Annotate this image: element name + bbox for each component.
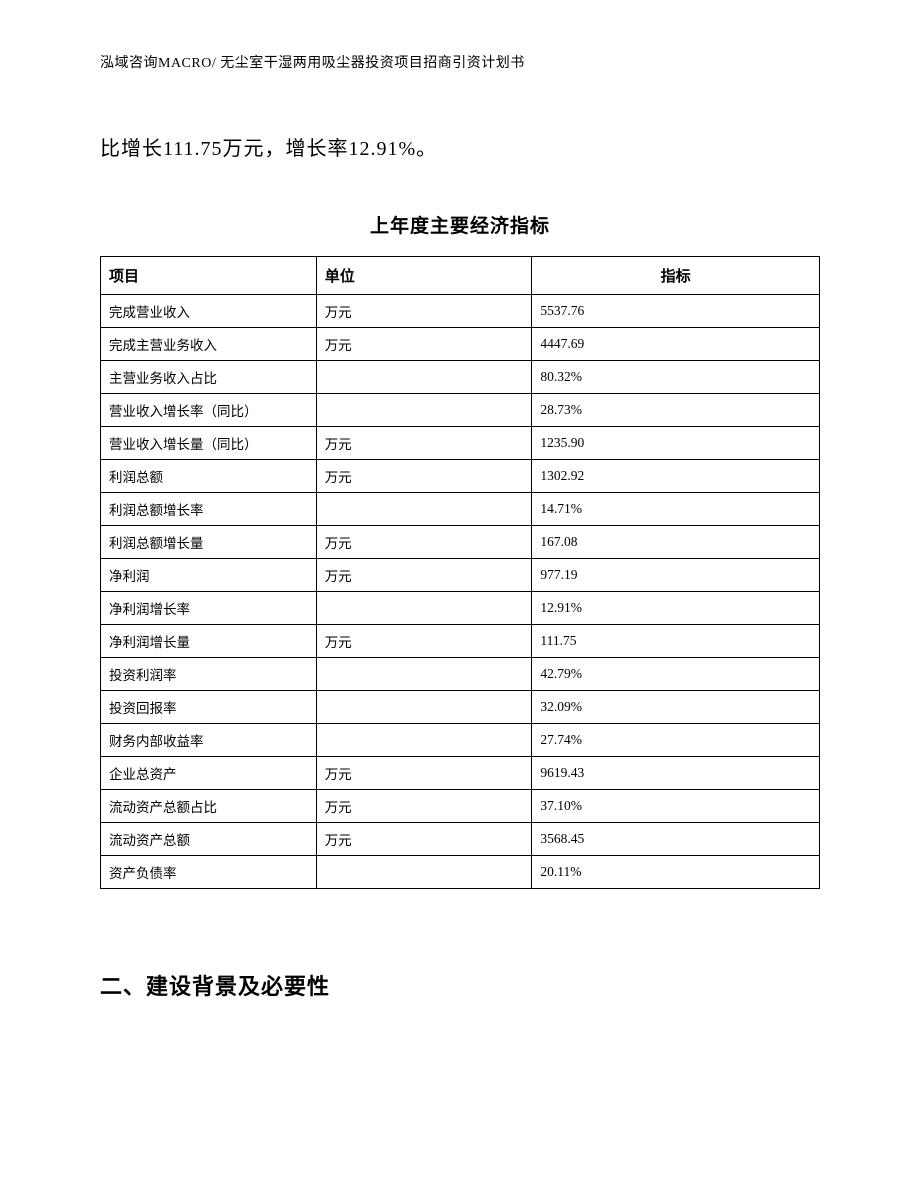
table-cell: 27.74% xyxy=(532,724,820,757)
table-row: 投资回报率 32.09% xyxy=(101,691,820,724)
table-cell: 万元 xyxy=(316,328,532,361)
table-cell xyxy=(316,361,532,394)
table-cell: 万元 xyxy=(316,790,532,823)
table-cell: 9619.43 xyxy=(532,757,820,790)
economic-indicators-table: 项目 单位 指标 完成营业收入万元5537.76完成主营业务收入万元4447.6… xyxy=(100,256,820,889)
table-row: 财务内部收益率 27.74% xyxy=(101,724,820,757)
table-row: 营业收入增长率（同比） 28.73% xyxy=(101,394,820,427)
table-cell: 1302.92 xyxy=(532,460,820,493)
table-cell: 1235.90 xyxy=(532,427,820,460)
table-row: 流动资产总额万元3568.45 xyxy=(101,823,820,856)
table-cell: 万元 xyxy=(316,427,532,460)
table-cell: 4447.69 xyxy=(532,328,820,361)
table-cell: 资产负债率 xyxy=(101,856,317,889)
table-cell: 万元 xyxy=(316,559,532,592)
table-cell: 利润总额增长率 xyxy=(101,493,317,526)
table-cell: 流动资产总额 xyxy=(101,823,317,856)
intro-paragraph: 比增长111.75万元，增长率12.91%。 xyxy=(100,132,820,161)
table-cell: 万元 xyxy=(316,460,532,493)
table-cell: 主营业务收入占比 xyxy=(101,361,317,394)
table-row: 利润总额增长量万元167.08 xyxy=(101,526,820,559)
table-cell: 企业总资产 xyxy=(101,757,317,790)
table-cell: 流动资产总额占比 xyxy=(101,790,317,823)
table-cell: 万元 xyxy=(316,625,532,658)
table-cell: 财务内部收益率 xyxy=(101,724,317,757)
column-header-indicator: 指标 xyxy=(532,257,820,295)
table-cell xyxy=(316,724,532,757)
table-row: 流动资产总额占比万元37.10% xyxy=(101,790,820,823)
table-cell xyxy=(316,691,532,724)
table-row: 营业收入增长量（同比）万元1235.90 xyxy=(101,427,820,460)
table-row: 利润总额增长率 14.71% xyxy=(101,493,820,526)
table-cell: 167.08 xyxy=(532,526,820,559)
table-row: 净利润增长率 12.91% xyxy=(101,592,820,625)
table-cell: 12.91% xyxy=(532,592,820,625)
table-cell: 万元 xyxy=(316,526,532,559)
table-cell xyxy=(316,592,532,625)
table-row: 净利润万元977.19 xyxy=(101,559,820,592)
table-cell: 营业收入增长率（同比） xyxy=(101,394,317,427)
document-header: 泓域咨询MACRO/ 无尘室干湿两用吸尘器投资项目招商引资计划书 xyxy=(100,52,820,72)
table-row: 投资利润率 42.79% xyxy=(101,658,820,691)
table-body: 完成营业收入万元5537.76完成主营业务收入万元4447.69主营业务收入占比… xyxy=(101,295,820,889)
table-cell: 营业收入增长量（同比） xyxy=(101,427,317,460)
table-cell xyxy=(316,493,532,526)
table-cell xyxy=(316,658,532,691)
table-cell: 净利润增长量 xyxy=(101,625,317,658)
table-cell: 利润总额增长量 xyxy=(101,526,317,559)
table-cell: 投资利润率 xyxy=(101,658,317,691)
table-cell: 万元 xyxy=(316,295,532,328)
table-cell: 5537.76 xyxy=(532,295,820,328)
table-cell: 111.75 xyxy=(532,625,820,658)
column-header-unit: 单位 xyxy=(316,257,532,295)
table-cell: 万元 xyxy=(316,757,532,790)
table-cell: 32.09% xyxy=(532,691,820,724)
table-title: 上年度主要经济指标 xyxy=(100,211,820,238)
table-cell: 14.71% xyxy=(532,493,820,526)
table-cell: 28.73% xyxy=(532,394,820,427)
table-row: 主营业务收入占比 80.32% xyxy=(101,361,820,394)
table-cell: 3568.45 xyxy=(532,823,820,856)
table-cell xyxy=(316,856,532,889)
table-header-row: 项目 单位 指标 xyxy=(101,257,820,295)
table-row: 净利润增长量万元111.75 xyxy=(101,625,820,658)
table-cell xyxy=(316,394,532,427)
section-heading: 二、建设背景及必要性 xyxy=(100,969,820,1001)
table-row: 完成主营业务收入万元4447.69 xyxy=(101,328,820,361)
table-cell: 977.19 xyxy=(532,559,820,592)
table-cell: 37.10% xyxy=(532,790,820,823)
table-cell: 80.32% xyxy=(532,361,820,394)
table-cell: 利润总额 xyxy=(101,460,317,493)
table-row: 完成营业收入万元5537.76 xyxy=(101,295,820,328)
table-cell: 净利润 xyxy=(101,559,317,592)
table-cell: 20.11% xyxy=(532,856,820,889)
table-row: 资产负债率 20.11% xyxy=(101,856,820,889)
table-cell: 完成主营业务收入 xyxy=(101,328,317,361)
column-header-item: 项目 xyxy=(101,257,317,295)
table-row: 利润总额万元1302.92 xyxy=(101,460,820,493)
table-row: 企业总资产万元9619.43 xyxy=(101,757,820,790)
table-cell: 42.79% xyxy=(532,658,820,691)
table-cell: 净利润增长率 xyxy=(101,592,317,625)
table-cell: 投资回报率 xyxy=(101,691,317,724)
table-cell: 完成营业收入 xyxy=(101,295,317,328)
table-cell: 万元 xyxy=(316,823,532,856)
